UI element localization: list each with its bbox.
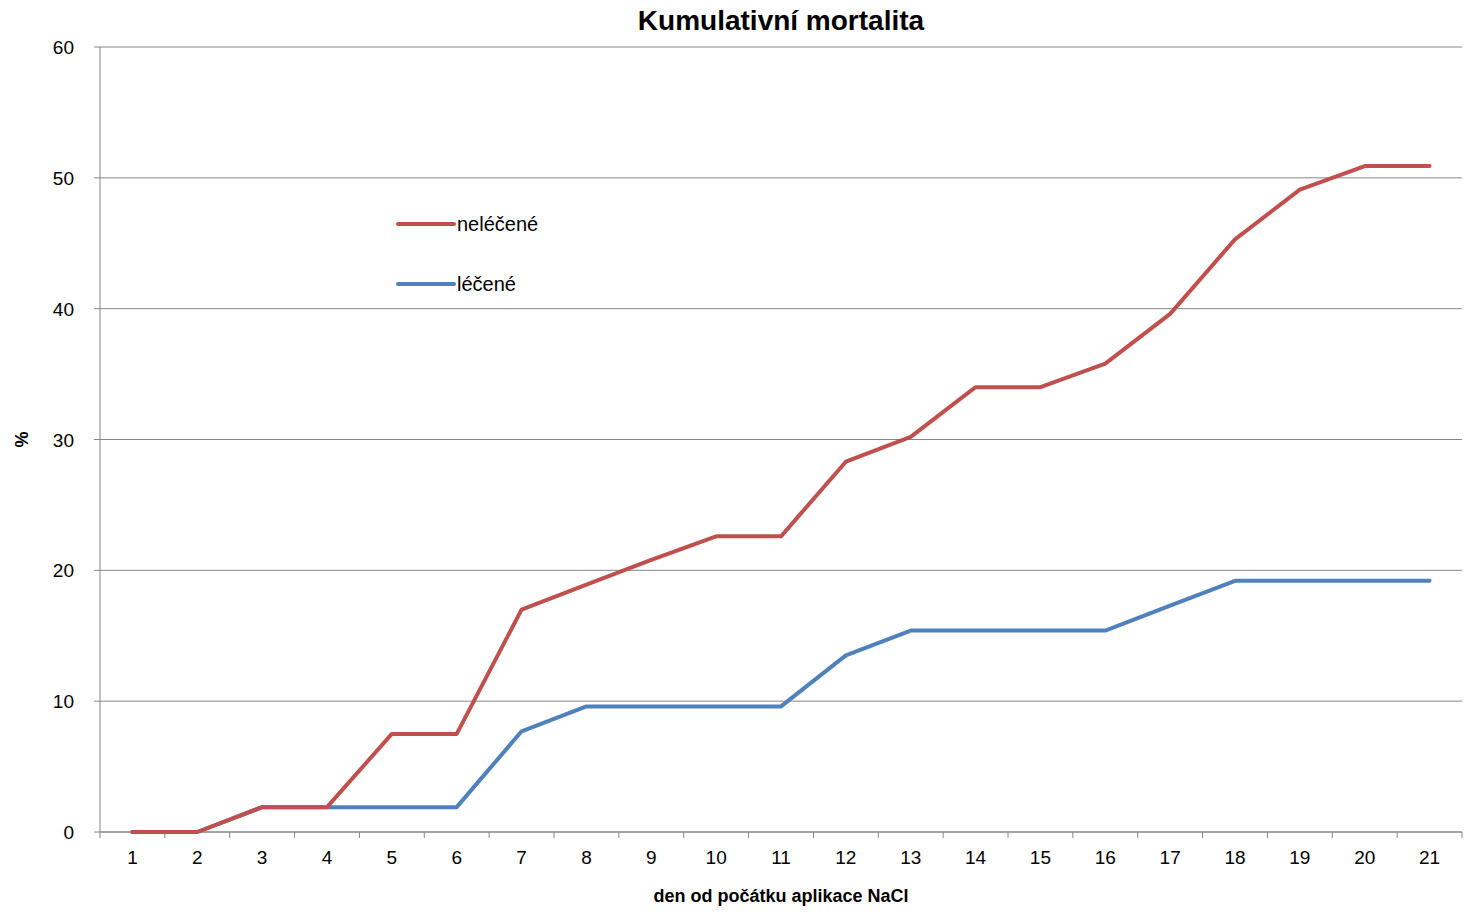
x-tick-label: 15 (1030, 847, 1051, 868)
x-tick-label: 18 (1224, 847, 1245, 868)
legend-swatch (398, 222, 454, 226)
x-tick (359, 832, 360, 838)
x-tick-label: 8 (581, 847, 592, 868)
x-tick-label: 11 (771, 847, 791, 868)
x-tick (229, 832, 230, 838)
x-axis-title: den od počátku aplikace NaCl (653, 886, 908, 906)
legend-label: neléčené (457, 213, 538, 235)
x-tick-label: 10 (706, 847, 727, 868)
x-tick-label: 4 (322, 847, 333, 868)
x-tick-label: 20 (1354, 847, 1375, 868)
x-tick (618, 832, 619, 838)
x-tick-label: 1 (127, 847, 138, 868)
x-tick-label: 16 (1095, 847, 1116, 868)
x-tick (554, 832, 555, 838)
grid-line (100, 47, 1462, 48)
x-tick-label: 17 (1160, 847, 1181, 868)
y-tick-label: 30 (53, 430, 74, 451)
x-tick (1072, 832, 1073, 838)
x-tick (1202, 832, 1203, 838)
x-tick (1462, 832, 1463, 838)
series-line (132, 581, 1429, 832)
y-tick (94, 439, 100, 440)
y-tick-label: 60 (53, 37, 74, 58)
x-tick (489, 832, 490, 838)
x-tick (943, 832, 944, 838)
x-tick (813, 832, 814, 838)
y-tick-label: 20 (53, 560, 74, 581)
grid-line (100, 439, 1462, 440)
y-tick (94, 308, 100, 309)
x-tick-label: 6 (451, 847, 462, 868)
x-tick-label: 19 (1289, 847, 1310, 868)
chart-root: Kumulativní mortalita0102030405060123456… (0, 0, 1470, 921)
y-axis-title: % (12, 431, 32, 447)
x-tick (424, 832, 425, 838)
grid-line (100, 832, 1462, 833)
x-tick-label: 5 (387, 847, 398, 868)
x-tick (1137, 832, 1138, 838)
x-tick-label: 3 (257, 847, 268, 868)
y-tick (94, 701, 100, 702)
title: Kumulativní mortalita (638, 5, 925, 36)
x-tick (1332, 832, 1333, 838)
x-tick-label: 2 (192, 847, 203, 868)
x-tick (294, 832, 295, 838)
y-tick (94, 832, 100, 833)
series-line (132, 166, 1429, 832)
y-tick-label: 40 (53, 299, 74, 320)
plot-area (132, 166, 1429, 832)
x-tick (100, 832, 101, 838)
x-tick-label: 9 (646, 847, 657, 868)
legend-label: léčené (457, 273, 516, 295)
grid-line (100, 570, 1462, 571)
x-tick-label: 7 (516, 847, 527, 868)
y-tick (94, 570, 100, 571)
x-tick (683, 832, 684, 838)
x-tick-label: 13 (900, 847, 921, 868)
chart: Kumulativní mortalita0102030405060123456… (0, 0, 1470, 921)
y-tick (94, 47, 100, 48)
y-tick-label: 50 (53, 168, 74, 189)
y-axis (100, 47, 101, 832)
grid-line (100, 701, 1462, 702)
y-tick-label: 10 (53, 691, 74, 712)
grid-line (100, 308, 1462, 309)
x-tick-label: 12 (835, 847, 856, 868)
y-tick-label: 0 (63, 822, 74, 843)
x-tick (1008, 832, 1009, 838)
x-tick-label: 21 (1419, 847, 1440, 868)
x-tick (878, 832, 879, 838)
legend-swatch (398, 282, 454, 286)
x-tick (748, 832, 749, 838)
y-tick (94, 177, 100, 178)
grid-line (100, 177, 1462, 178)
x-tick (1267, 832, 1268, 838)
x-axis (100, 832, 1462, 833)
x-tick-label: 14 (965, 847, 987, 868)
x-tick (1397, 832, 1398, 838)
